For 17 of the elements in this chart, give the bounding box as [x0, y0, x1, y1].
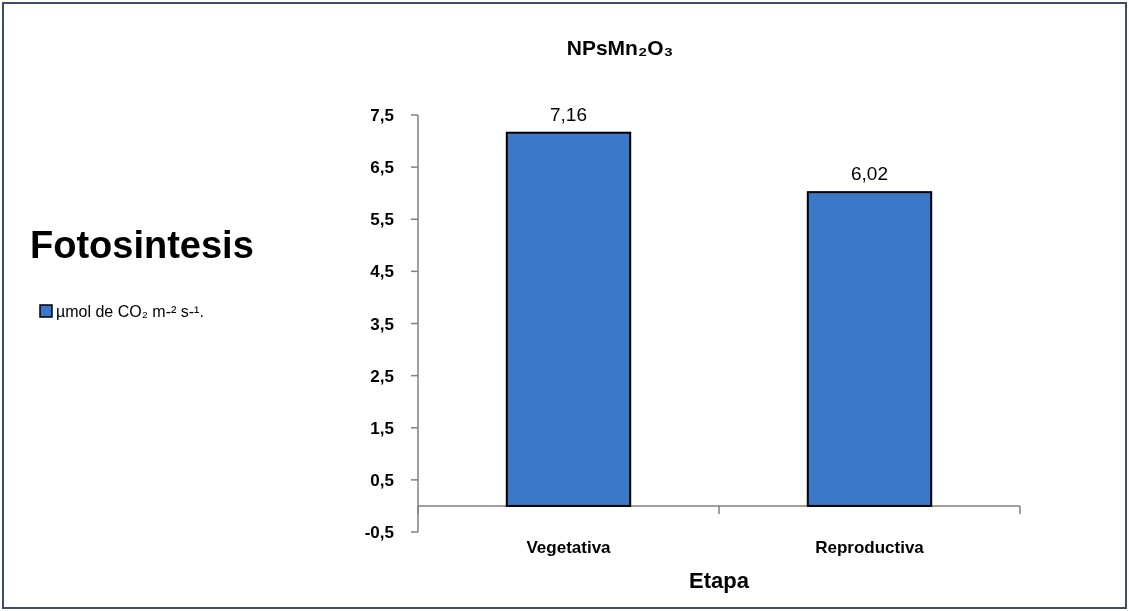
y-tick-label: 1,5	[370, 418, 394, 438]
y-tick-label: 3,5	[370, 314, 394, 334]
y-tick-label: -0,5	[364, 523, 394, 542]
y-tick-label: 7,5	[370, 106, 394, 125]
x-axis-title: Etapa	[689, 568, 750, 593]
y-tick-label: 0,5	[370, 470, 394, 490]
y-axis-title: Fotosintesis	[30, 224, 254, 266]
x-tick-label: Vegetativa	[526, 538, 612, 557]
data-label: 6,02	[851, 163, 888, 185]
y-tick-label: 2,5	[370, 366, 394, 386]
x-tick-label: Reproductiva	[815, 538, 925, 557]
legend-label: µmol de CO₂ m-² s-¹.	[56, 303, 204, 320]
data-label: 7,16	[550, 103, 587, 125]
y-tick-label: 6,5	[370, 158, 394, 178]
y-tick-label: 4,5	[370, 262, 394, 282]
y-tick-label: 5,5	[370, 210, 394, 230]
chart-title: NPsMn₂O₃	[566, 36, 674, 59]
